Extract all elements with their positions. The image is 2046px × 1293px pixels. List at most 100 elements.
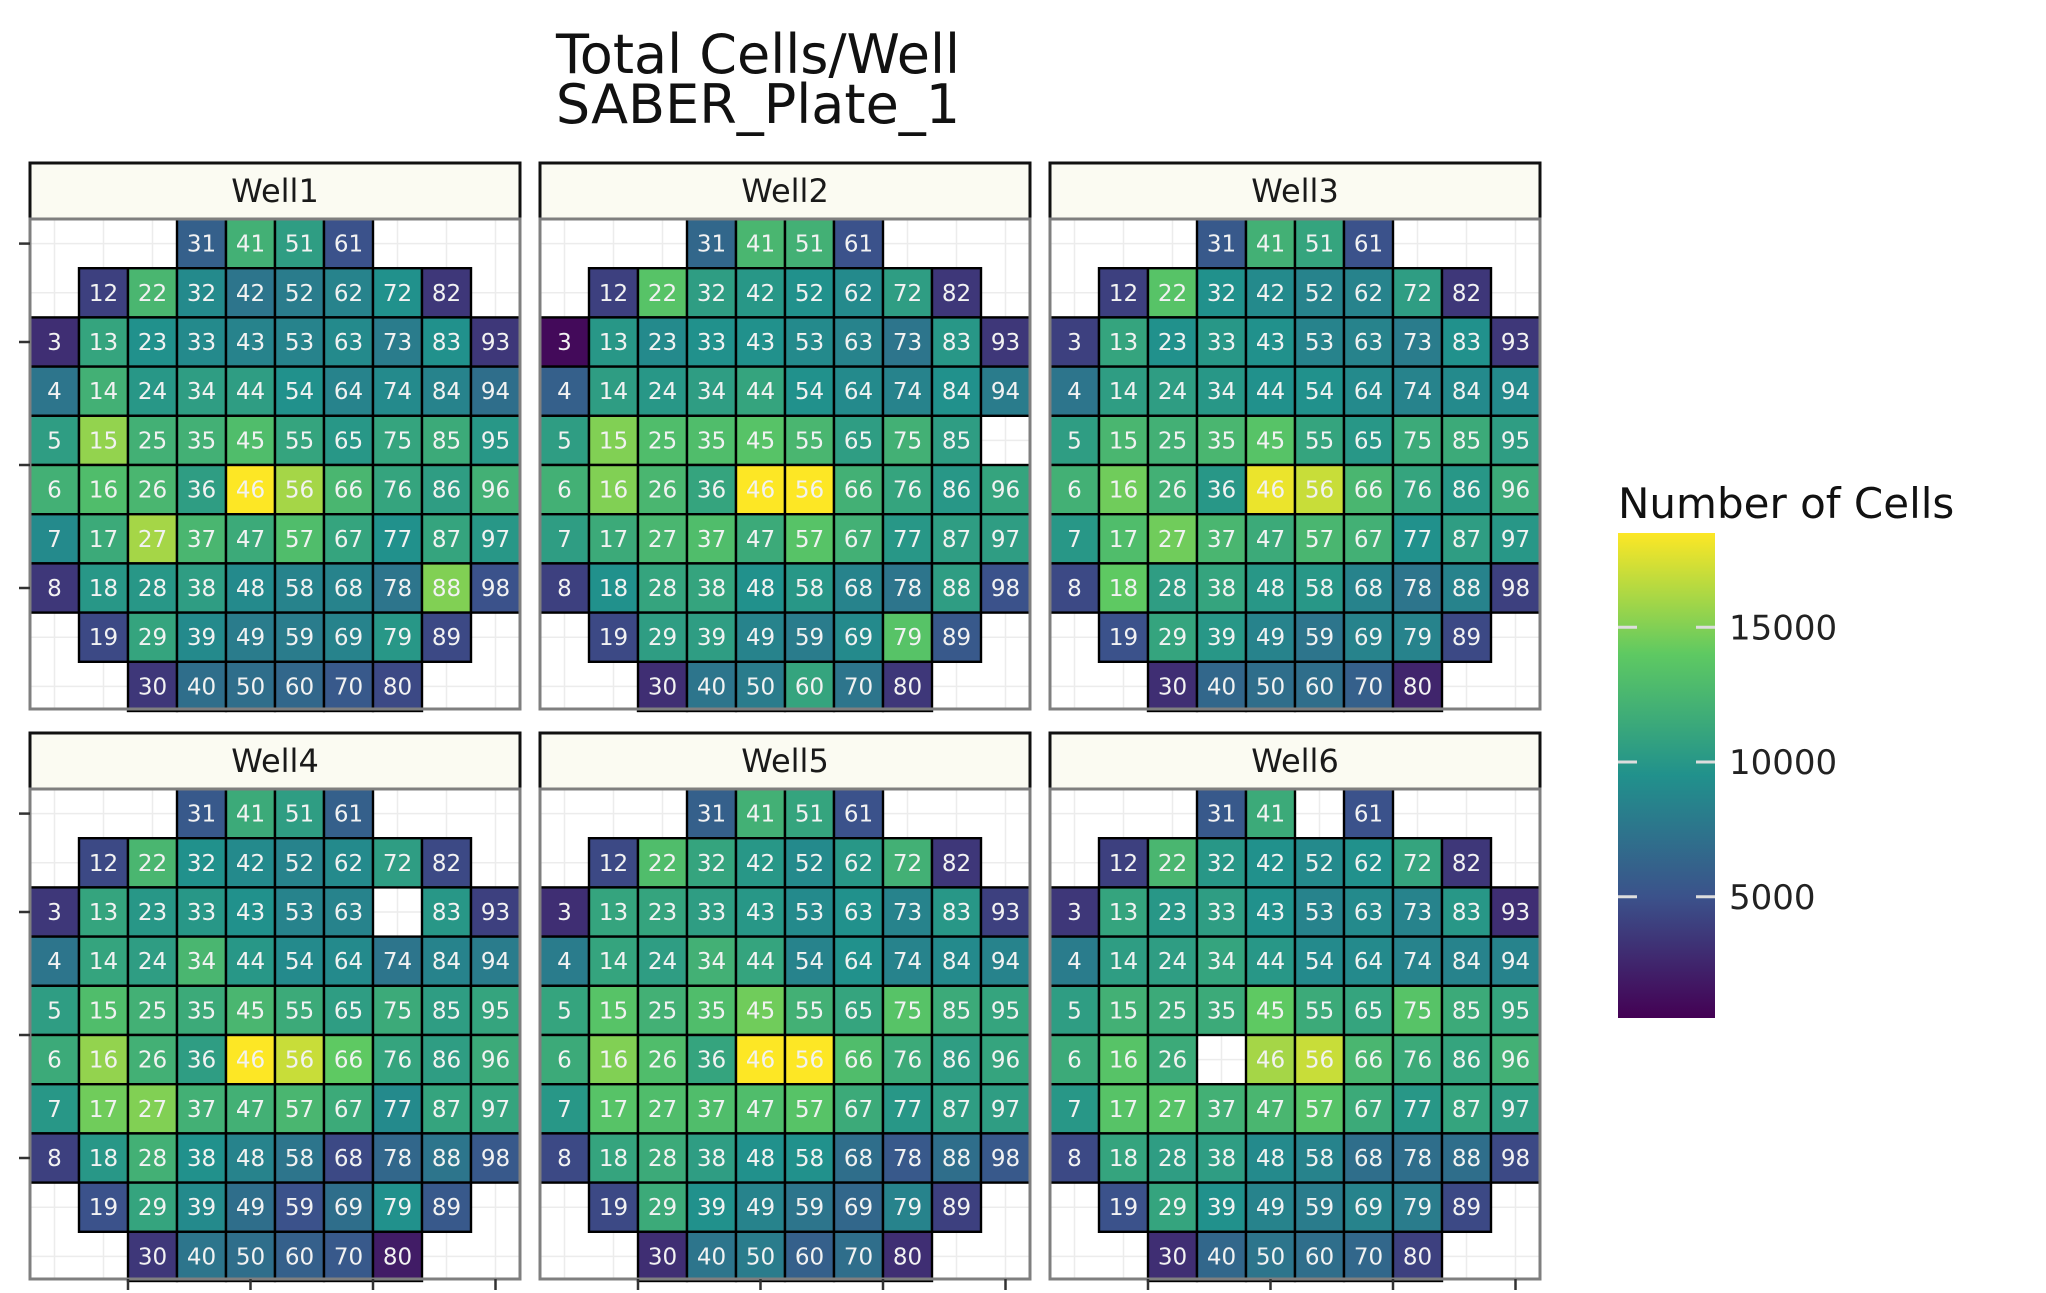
- cell-label: 74: [1403, 379, 1432, 405]
- heatmap-cell: [1195, 365, 1248, 418]
- heatmap-cell: [1146, 365, 1199, 418]
- cell-label: 55: [795, 998, 824, 1024]
- cell-label: 45: [236, 428, 265, 454]
- cell-label: 62: [1354, 281, 1383, 307]
- cell-label: 49: [236, 625, 265, 651]
- cell-label: 95: [1501, 998, 1530, 1024]
- cell-label: 60: [1305, 674, 1334, 700]
- cell-label: 17: [599, 527, 628, 553]
- heatmap-cell: [1342, 660, 1395, 713]
- cell-label: 72: [383, 281, 412, 307]
- heatmap-cell: [685, 660, 738, 713]
- cell-label: 88: [942, 1146, 971, 1172]
- heatmap-cell: [371, 513, 424, 565]
- heatmap-cell: [538, 1082, 591, 1135]
- heatmap-cell: [224, 562, 277, 614]
- cell-label: 22: [138, 281, 167, 307]
- cell-label: 94: [1501, 379, 1530, 405]
- cell-label: 51: [1305, 232, 1334, 258]
- heatmap-cell: [273, 984, 326, 1037]
- heatmap-cell: [881, 1132, 934, 1184]
- cell-label: 58: [795, 1146, 824, 1172]
- cell-label: 16: [599, 1048, 628, 1074]
- heatmap-cell: [126, 837, 179, 889]
- cell-label: 61: [844, 232, 873, 258]
- heatmap-cell: [1195, 935, 1248, 987]
- cell-label: 96: [1501, 1048, 1530, 1074]
- cell-label: 44: [746, 949, 775, 975]
- heatmap-cell: [1391, 660, 1444, 713]
- heatmap-cell: [126, 1230, 179, 1283]
- cell-label: 31: [187, 802, 216, 828]
- cell-label: 88: [1452, 1146, 1481, 1172]
- heatmap-cell: [126, 611, 179, 663]
- cell-label: 95: [1501, 428, 1530, 454]
- cell-label: 28: [1158, 576, 1187, 602]
- heatmap-cell: [685, 267, 738, 319]
- cell-label: 37: [697, 1097, 726, 1123]
- cell-label: 15: [89, 428, 118, 454]
- cell-label: 53: [795, 330, 824, 356]
- cell-label: 16: [1109, 1048, 1138, 1074]
- cell-label: 87: [1452, 1097, 1481, 1123]
- cell-label: 14: [1109, 949, 1138, 975]
- heatmap-cell: [734, 562, 787, 614]
- cell-label: 26: [648, 1048, 677, 1074]
- heatmap-cell: [322, 935, 375, 987]
- cell-label: 84: [432, 949, 461, 975]
- heatmap-cell: [273, 660, 326, 713]
- cell-label: 27: [648, 527, 677, 553]
- cell-label: 18: [1109, 1146, 1138, 1172]
- heatmap-cell: [1195, 562, 1248, 614]
- heatmap-cell: [832, 513, 885, 565]
- cell-label: 98: [991, 576, 1020, 602]
- cell-label: 72: [1403, 281, 1432, 307]
- cell-label: 29: [138, 1195, 167, 1221]
- heatmap-cell: [224, 935, 277, 987]
- cell-label: 67: [844, 527, 873, 553]
- heatmap-cell: [1146, 886, 1199, 938]
- cell-label: 55: [795, 428, 824, 454]
- cell-label: 79: [1403, 1195, 1432, 1221]
- heatmap-cell: [77, 886, 130, 938]
- cell-label: 33: [1207, 900, 1236, 926]
- heatmap-cell: [1342, 513, 1395, 565]
- panel-border: [538, 787, 1032, 1281]
- cell-label: 32: [187, 281, 216, 307]
- heatmap-cell: [832, 562, 885, 614]
- cell-label: 88: [942, 576, 971, 602]
- cell-label: 27: [1158, 1097, 1187, 1123]
- heatmap-cell: [371, 562, 424, 614]
- heatmap-cell: [1146, 463, 1199, 516]
- cell-label: 35: [187, 998, 216, 1024]
- cell-label: 67: [334, 1097, 363, 1123]
- cell-label: 28: [648, 576, 677, 602]
- cell-label: 85: [432, 998, 461, 1024]
- cell-label: 28: [138, 1146, 167, 1172]
- cell-label: 73: [893, 330, 922, 356]
- cell-label: 73: [1403, 900, 1432, 926]
- heatmap-cell: [1293, 513, 1346, 565]
- cell-label: 29: [138, 625, 167, 651]
- cell-label: 88: [432, 1146, 461, 1172]
- cell-label: 23: [648, 900, 677, 926]
- cell-label: 5: [1067, 428, 1082, 454]
- heatmap-cell: [1342, 787, 1395, 840]
- cell-label: 57: [285, 1097, 314, 1123]
- cell-label: 6: [557, 1048, 572, 1074]
- heatmap-cell: [420, 1181, 473, 1233]
- cell-label: 39: [1207, 625, 1236, 651]
- cell-label: 84: [1452, 379, 1481, 405]
- cell-label: 26: [138, 478, 167, 504]
- heatmap-cell: [1097, 513, 1150, 565]
- cell-label: 30: [1158, 674, 1187, 700]
- cell-label: 59: [795, 1195, 824, 1221]
- cell-label: 84: [1452, 949, 1481, 975]
- cell-label: 43: [746, 900, 775, 926]
- cell-label: 6: [1067, 1048, 1082, 1074]
- cell-label: 63: [844, 330, 873, 356]
- cell-label: 12: [89, 281, 118, 307]
- cell-label: 78: [893, 576, 922, 602]
- cell-label: 30: [1158, 1244, 1187, 1270]
